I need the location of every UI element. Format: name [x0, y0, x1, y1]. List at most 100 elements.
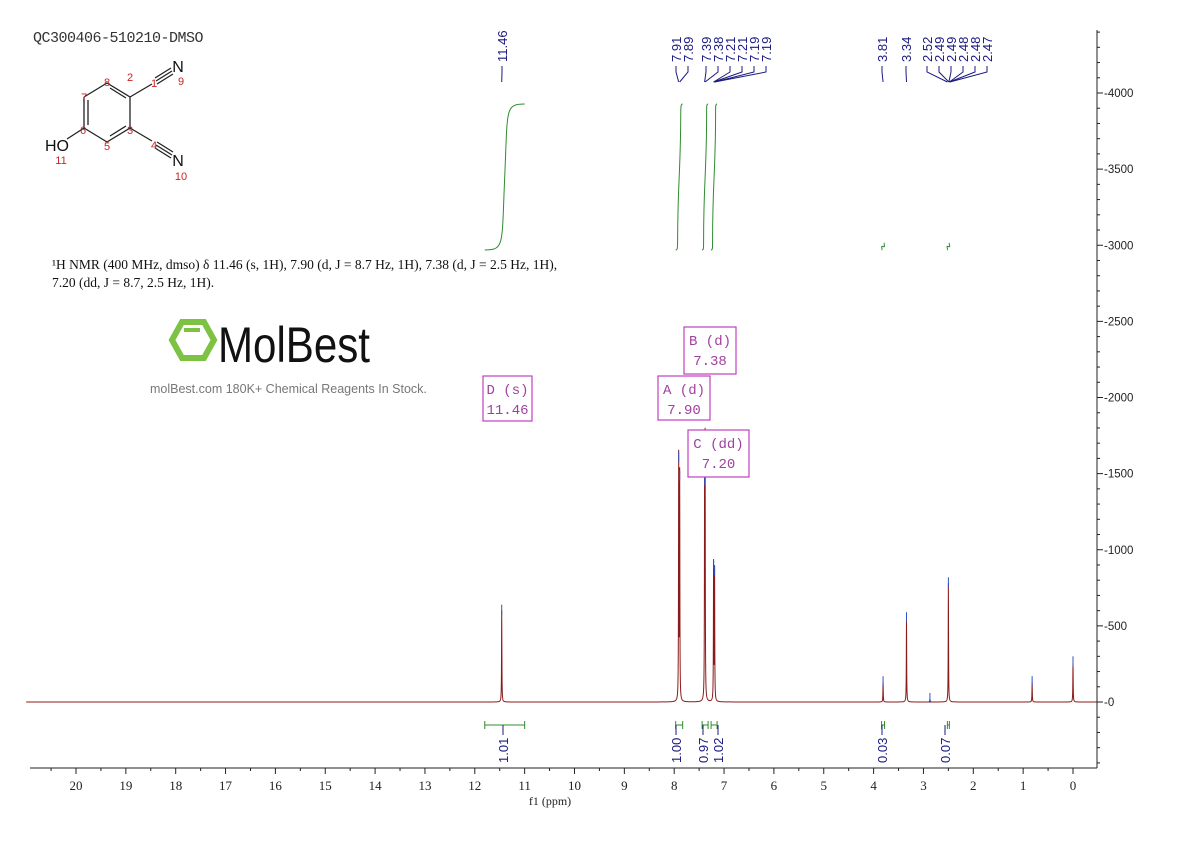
- spectrum-line: [26, 427, 1098, 703]
- multiplet-shift: 11.46: [486, 403, 528, 419]
- x-tick-label: 13: [418, 778, 431, 793]
- molbest-logo: MolBest: [168, 317, 370, 373]
- integral-value: 0.07: [938, 738, 953, 763]
- x-tick-label: 12: [468, 778, 481, 793]
- atom-number: 5: [104, 141, 110, 153]
- peak-leader-line: [948, 66, 952, 83]
- atom-number: 9: [178, 76, 184, 88]
- x-tick-label: 3: [920, 778, 927, 793]
- atom-number: 6: [80, 125, 86, 137]
- integral-value: 1.00: [669, 738, 684, 763]
- multiplet-box: [683, 326, 737, 375]
- peak-leader-line: [949, 66, 988, 83]
- atom-number: 2: [127, 72, 133, 84]
- x-tick-label: 9: [621, 778, 628, 793]
- integral-curves: [484, 103, 951, 729]
- peak-label: 11.46: [495, 30, 510, 62]
- peak-leader-line: [713, 66, 731, 83]
- peak-label: 3.81: [875, 37, 890, 62]
- x-axis-label: f1 (ppm): [529, 794, 571, 808]
- sample-id: QC300406-510210-DMSO: [33, 30, 204, 47]
- atom-number: 10: [175, 171, 187, 183]
- multiplet-box: [482, 375, 533, 422]
- peak-label: 2.48: [968, 37, 983, 62]
- y-tick-label: -3500: [1104, 164, 1133, 176]
- x-tick-label: 18: [169, 778, 182, 793]
- peak-labels: 11.46 7.917.89 7.397.387.217.217.197.19 3.8…: [495, 30, 995, 83]
- peak-label: 7.19: [747, 37, 762, 62]
- integral-value: 0.03: [875, 738, 890, 763]
- multiplet-box: [657, 375, 711, 421]
- x-tick-label: 15: [319, 778, 332, 793]
- y-tick-label: -1000: [1104, 545, 1133, 557]
- y-tick-label: -3000: [1104, 240, 1133, 252]
- peak-leader-line: [704, 66, 719, 83]
- peak-label: 7.91: [669, 37, 684, 62]
- peak-label: 2.49: [944, 37, 959, 62]
- peak-leader-line: [905, 66, 908, 83]
- integral-curve: [946, 242, 951, 251]
- x-tick-label: 10: [568, 778, 581, 793]
- peak-label: 2.49: [932, 37, 947, 62]
- peak-leader-line: [949, 66, 964, 83]
- peak-label: 7.89: [681, 37, 696, 62]
- y-tick-label: -2000: [1104, 393, 1133, 405]
- integral-value: 1.02: [711, 738, 726, 763]
- multiplet-box: [687, 429, 750, 478]
- integral-curve: [710, 103, 718, 251]
- peak-leader-line: [704, 66, 707, 83]
- peak-leader-line: [714, 66, 767, 83]
- multiplet-name: B (d): [689, 334, 731, 350]
- x-tick-label: 4: [870, 778, 877, 793]
- atom-number: 8: [104, 77, 110, 89]
- integral-labels: 1.01 1.00 0.97 1.02 0.03 0.07: [496, 725, 953, 763]
- peak-label: 7.21: [723, 37, 738, 62]
- multiplet-name: D (s): [486, 383, 528, 399]
- y-tick-label: -2500: [1104, 316, 1133, 328]
- multiplet-name: C (dd): [693, 437, 743, 453]
- x-tick-label: 7: [721, 778, 728, 793]
- integral-curve: [484, 103, 525, 251]
- y-tick-label: -4000: [1104, 88, 1133, 100]
- y-tick-label: -0: [1104, 697, 1114, 709]
- multiplet-boxes: B (d) 7.38 D (s) 11.46 A (d) 7.90 C (dd) 7.20: [482, 326, 750, 478]
- y-tick-label: -1500: [1104, 469, 1133, 481]
- integral-curve: [701, 103, 709, 251]
- x-tick-label: 2: [970, 778, 977, 793]
- peak-leader-line: [713, 66, 743, 83]
- nmr-description-line: 7.20 (dd, J = 8.7, 2.5 Hz, 1H).: [52, 275, 215, 290]
- atom-number: 11: [55, 155, 66, 167]
- peak-label: 2.52: [920, 37, 935, 62]
- integral-value: 0.97: [696, 738, 711, 763]
- x-tick-label: 20: [70, 778, 83, 793]
- peak-leader-line: [949, 66, 976, 83]
- peak-label: 7.39: [699, 37, 714, 62]
- peak-label: 2.48: [956, 37, 971, 62]
- peak-leader-line: [714, 66, 755, 83]
- peak-leader-line: [675, 66, 680, 83]
- x-tick-label: 17: [219, 778, 233, 793]
- peak-leader-line: [938, 66, 950, 83]
- peak-leader-line: [679, 66, 689, 83]
- multiplet-shift: 7.90: [667, 403, 701, 419]
- x-tick-label: 11: [518, 778, 531, 793]
- atom-number: 7: [81, 92, 87, 104]
- multiplet-shift: 7.38: [693, 354, 727, 370]
- atom-n: N: [172, 153, 184, 170]
- multiplet-shift: 7.20: [702, 457, 736, 473]
- atom-number: 3: [127, 125, 133, 137]
- y-tick-label: -500: [1104, 621, 1127, 633]
- watermark-tagline: molBest.com 180K+ Chemical Reagents In S…: [150, 382, 427, 396]
- axes: 20 19 18 17 16 15 14 13 12 11 10 9 8 7 6 5 4 3 2 1 0f1 (ppm)…: [30, 30, 1133, 808]
- x-tick-label: 6: [771, 778, 778, 793]
- peak-leader-line: [926, 66, 948, 83]
- peak-label: 7.38: [711, 37, 726, 62]
- multiplet-name: A (d): [663, 383, 705, 399]
- nmr-description: ¹H NMR (400 MHz, dmso) δ 11.46 (s, 1H), …: [52, 256, 557, 292]
- x-tick-label: 0: [1070, 778, 1077, 793]
- peak-label: 2.47: [980, 37, 995, 62]
- atom-number: 1: [151, 78, 157, 90]
- logo-text: MolBest: [218, 317, 370, 373]
- x-tick-label: 19: [119, 778, 132, 793]
